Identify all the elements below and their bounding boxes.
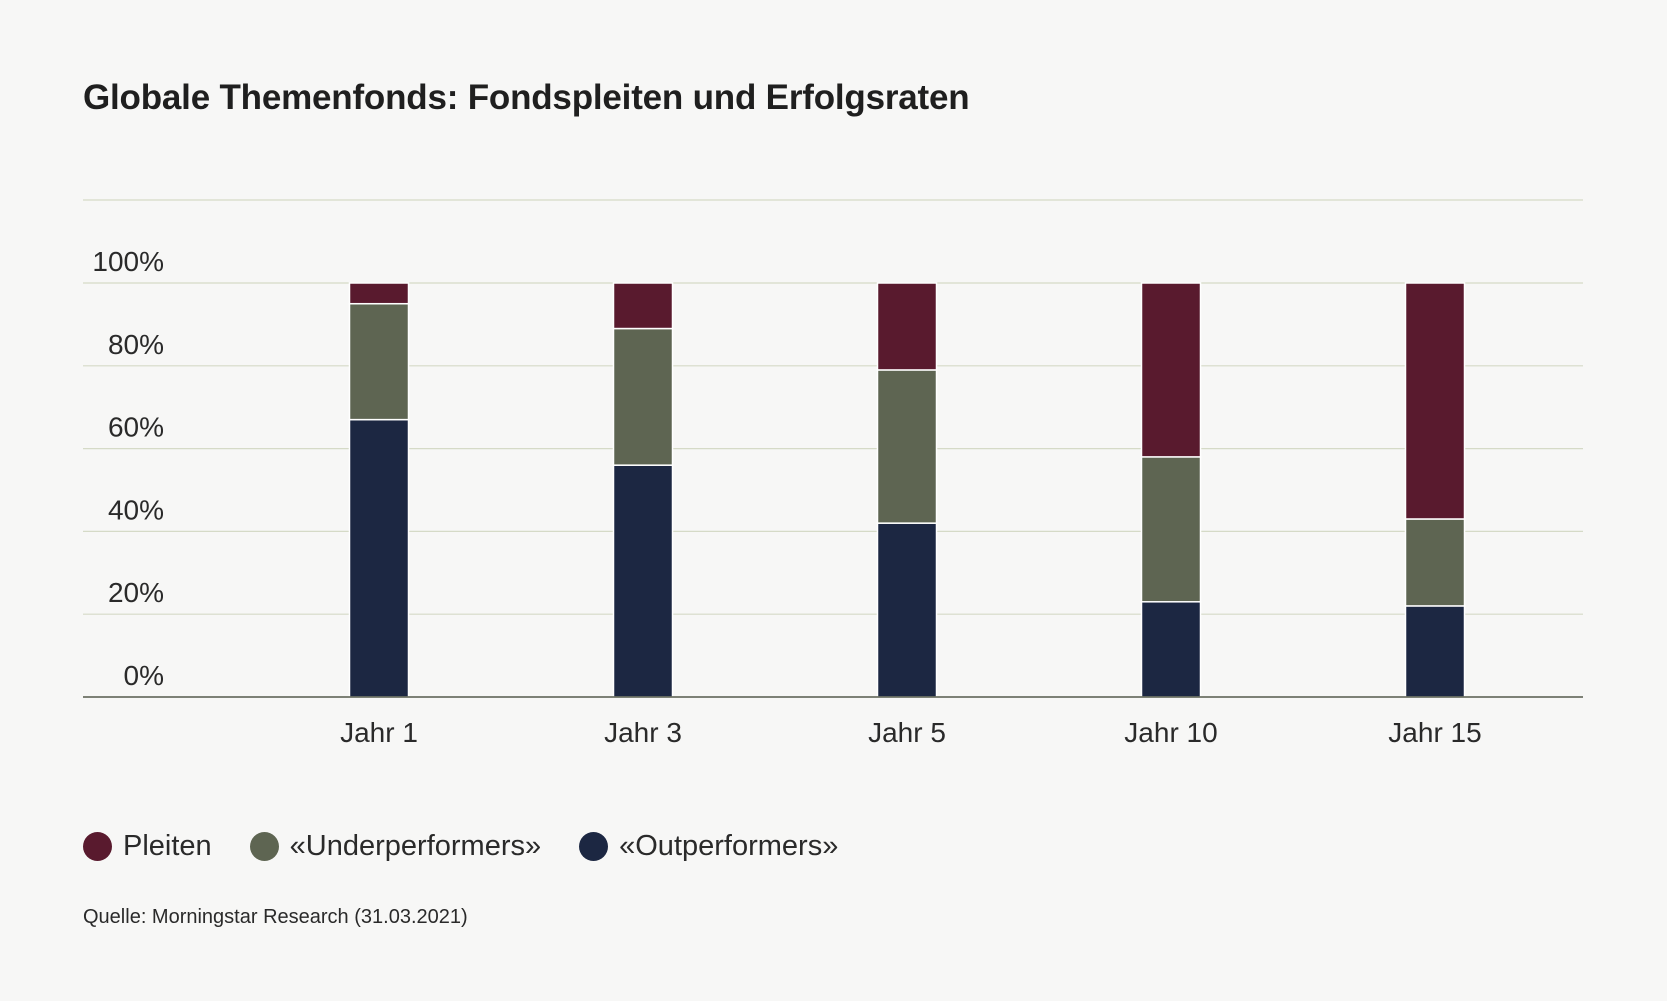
legend-swatch-outperformers [579,831,609,861]
gridlines [83,199,1583,615]
bar-segment-underperformers [1140,456,1202,603]
bar-segment-pleiten [348,282,410,305]
y-tick-label: 80% [108,329,164,360]
bar-segment-pleiten [876,282,938,371]
x-tick-label: Jahr 3 [604,717,682,748]
legend-label-outperformers: «Outperformers» [619,829,839,862]
x-tick-label: Jahr 5 [868,717,946,748]
legend-label-pleiten: Pleiten [123,829,212,862]
bar-segment-outperformers [1404,605,1466,698]
x-tick-label: Jahr 1 [340,717,418,748]
bar-segment-outperformers [612,464,674,698]
bar-segment-underperformers [348,302,410,421]
y-tick-label: 0% [124,660,164,691]
tick-labels: 0% 20% 40% 60% 80% 100% Jahr 1 Jahr 3 Jahr 5 Jahr… [92,246,1481,748]
y-tick-label: 100% [92,246,164,277]
legend-swatch-pleiten [83,831,112,861]
bars [348,282,1466,698]
bar-segment-outperformers [1140,601,1202,698]
legend: Pleiten «Underperformers» «Outperformers… [83,829,876,863]
bar-segment-pleiten [612,282,674,330]
y-tick-label: 60% [108,412,164,443]
legend-swatch-underperformers [249,831,279,861]
bar-segment-pleiten [1404,282,1466,520]
bar-segment-outperformers [876,522,938,698]
bar-segment-underperformers [1404,518,1466,607]
legend-label-underperformers: «Underperformers» [289,829,542,862]
y-tick-label: 20% [108,577,164,608]
x-tick-label: Jahr 15 [1388,717,1481,748]
source-note: Quelle: Morningstar Research (31.03.2021… [83,906,468,928]
bar-segment-pleiten [1140,282,1202,458]
bar-segment-underperformers [612,327,674,466]
bar-segment-outperformers [348,418,410,698]
y-tick-label: 40% [108,494,164,525]
legend-item-pleiten: Pleiten [83,830,212,863]
legend-item-outperformers: «Outperformers» [579,830,838,863]
bar-segment-underperformers [876,369,938,524]
legend-item-underperformers: «Underperformers» [249,829,542,863]
x-tick-label: Jahr 10 [1124,717,1217,748]
chart-title: Globale Themenfonds: Fondspleiten und Er… [83,78,970,117]
